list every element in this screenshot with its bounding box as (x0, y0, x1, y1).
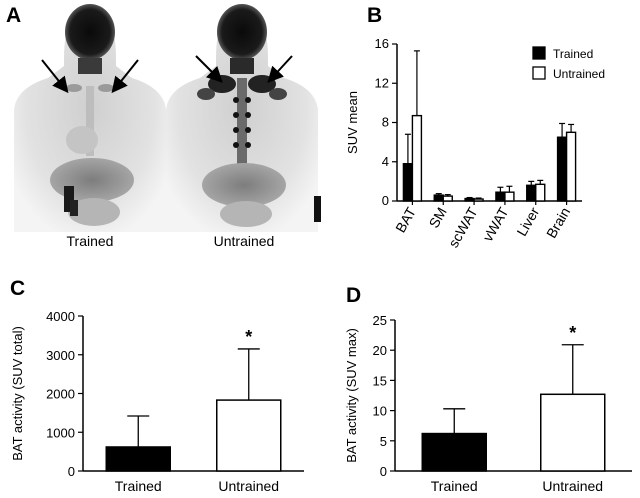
significance-marker: * (569, 323, 576, 343)
x-tick-label: Liver (513, 204, 542, 239)
y-tick-label: 1000 (46, 425, 75, 440)
legend-swatch-untrained (532, 66, 546, 80)
legend-label-untrained: Untrained (553, 67, 605, 81)
y-tick-label: 15 (373, 373, 387, 388)
x-tick-label: vWAT (479, 204, 511, 244)
bar-untrained-brain (565, 131, 577, 202)
x-tick-label: SM (425, 205, 449, 231)
panel-a: A Trained (6, 4, 321, 249)
pet-scan-trained-caption: Trained (67, 233, 114, 249)
y-tick-label: 4 (382, 154, 389, 169)
y-tick-label: 0 (68, 464, 75, 479)
y-tick-label: 5 (380, 434, 387, 449)
panel-d: D 0 5 10 15 20 25 BAT activity (SUV max) Traine… (344, 284, 632, 494)
x-tick-label: scWAT (445, 204, 481, 250)
y-tick-label: 12 (375, 75, 389, 90)
x-tick-label: Untrained (218, 478, 279, 494)
x-tick-label: Untrained (542, 478, 603, 494)
bar-untrained-scwat (473, 198, 484, 202)
bar-untrained-sm (442, 195, 453, 202)
bar-untrained-bat (411, 114, 423, 202)
y-tick-label: 8 (382, 115, 389, 130)
x-tick-label: Trained (115, 478, 162, 494)
panel-c-letter: C (10, 277, 25, 300)
y-axis-title: SUV mean (345, 91, 360, 154)
y-tick-label: 3000 (46, 348, 75, 363)
legend-label-trained: Trained (553, 47, 593, 61)
pet-scan-untrained-image (166, 4, 321, 232)
bar-trained-brain (556, 136, 568, 202)
y-axis-title: BAT activity (SUV max) (344, 328, 359, 463)
bar-untrained-liver (535, 183, 546, 202)
bar-untrained (540, 393, 606, 472)
y-tick-label: 16 (375, 36, 389, 51)
bar-untrained-vwat (504, 191, 515, 202)
y-tick-label: 0 (380, 464, 387, 479)
pet-scan-trained-image (14, 4, 166, 232)
chart-bat-suv-total: 0 1000 2000 3000 4000 BAT activity (SUV total… (10, 309, 304, 494)
panel-a-letter: A (6, 4, 21, 27)
legend-swatch-trained (532, 46, 546, 60)
y-tick-label: 20 (373, 343, 387, 358)
x-tick-label: Trained (431, 478, 478, 494)
y-tick-label: 2000 (46, 387, 75, 402)
bar-trained (421, 432, 487, 472)
y-tick-label: 25 (373, 313, 387, 328)
significance-marker: * (245, 327, 252, 347)
bar-trained (105, 446, 171, 472)
y-tick-label: 10 (373, 404, 387, 419)
y-tick-label: 4000 (46, 309, 75, 324)
x-tick-label: Brain (543, 205, 573, 241)
pet-scan-untrained-caption: Untrained (214, 233, 275, 249)
chart-bat-suv-max: 0 5 10 15 20 25 BAT activity (SUV max) Trained U… (344, 313, 632, 494)
bar-untrained (216, 399, 282, 472)
panel-b-letter: B (367, 4, 382, 27)
panel-d-letter: D (346, 284, 361, 307)
bar-trained-sm (433, 194, 444, 202)
bar-trained-vwat (495, 191, 506, 202)
y-axis-title: BAT activity (SUV total) (10, 326, 25, 461)
bar-trained-liver (526, 184, 537, 202)
bar-trained-scwat (464, 197, 475, 202)
y-tick-label: 0 (382, 193, 389, 208)
panel-c: C 0 1000 2000 3000 4000 BAT activity (SUV tot… (10, 277, 304, 494)
x-tick-label: BAT (392, 204, 419, 235)
bar-trained-bat (402, 163, 414, 202)
